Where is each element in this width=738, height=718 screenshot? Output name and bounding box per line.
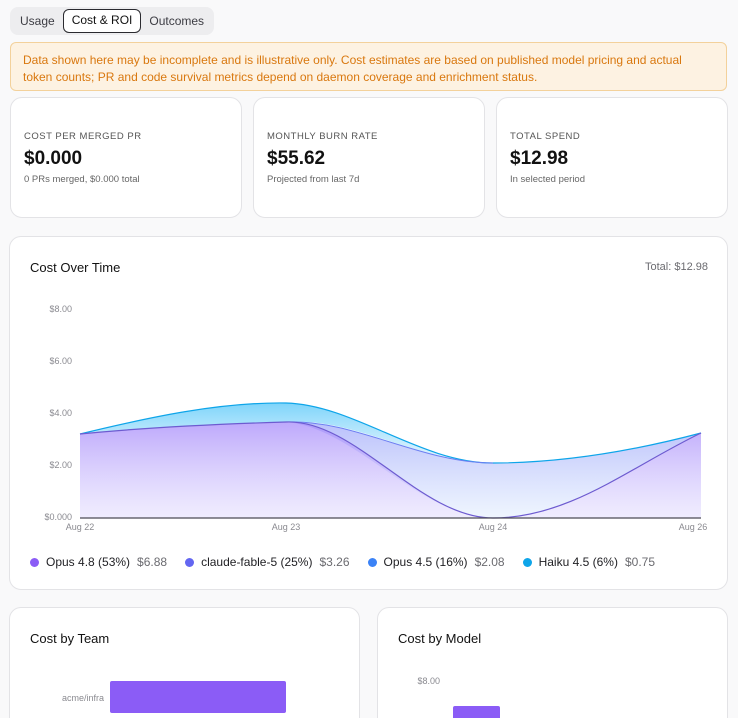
x-tick-label: Aug 26 xyxy=(679,522,708,532)
legend-label: Haiku 4.5 (6%) xyxy=(538,555,618,569)
cost-by-team-card: Cost by Team acme/infra xyxy=(9,607,360,718)
legend-label: Opus 4.8 (53%) xyxy=(46,555,131,569)
y-tick-label: $8.00 xyxy=(49,304,72,314)
y-tick-label: $2.00 xyxy=(49,460,72,470)
legend-value: $3.26 xyxy=(319,555,350,569)
tab-outcomes[interactable]: Outcomes xyxy=(149,14,205,28)
team-bar-chart: acme/infra xyxy=(62,681,286,713)
cost-over-time-card: Cost Over Time Total: $12.98 $8.00 $6.00… xyxy=(9,236,728,590)
legend-dot xyxy=(30,557,39,567)
stat-subtext: Projected from last 7d xyxy=(267,174,360,185)
legend-item-opus-4-5[interactable]: Opus 4.5 (16%) $2.08 xyxy=(367,555,505,569)
card-title: Cost by Team xyxy=(30,631,110,646)
stat-subtext: 0 PRs merged, $0.000 total xyxy=(24,174,140,185)
cost-by-model-card: Cost by Model $8.00 xyxy=(377,607,728,718)
y-tick-label: $4.00 xyxy=(49,408,72,418)
chart-legend: Opus 4.8 (53%) $6.88 claude-fable-5 (25%… xyxy=(30,555,673,569)
x-tick-label: Aug 24 xyxy=(479,522,508,532)
stat-label: TOTAL SPEND xyxy=(510,131,581,142)
card-title: Cost by Model xyxy=(398,631,482,646)
legend-item-opus-4-8[interactable]: Opus 4.8 (53%) $6.88 xyxy=(30,555,167,569)
stat-label: COST PER MERGED PR xyxy=(24,131,142,142)
y-tick-label: $6.00 xyxy=(49,356,72,366)
series-area-opus-4-8 xyxy=(80,421,701,518)
model-bar-chart: $8.00 xyxy=(417,676,500,718)
team-label: acme/infra xyxy=(62,693,104,703)
stat-card-total-spend: TOTAL SPEND $12.98 In selected period xyxy=(496,97,728,218)
stat-label: MONTHLY BURN RATE xyxy=(267,131,378,142)
stat-value: $0.000 xyxy=(24,148,83,169)
illustrative-data-notice: Data shown here may be incomplete and is… xyxy=(10,42,727,91)
legend-dot xyxy=(522,557,532,567)
x-tick-label: Aug 23 xyxy=(272,522,301,532)
stat-subtext: In selected period xyxy=(510,174,585,185)
legend-value: $0.75 xyxy=(624,555,655,569)
y-tick-label: $8.00 xyxy=(417,676,440,686)
x-tick-label: Aug 22 xyxy=(66,522,95,532)
legend-item-haiku-4-5[interactable]: Haiku 4.5 (6%) $0.75 xyxy=(522,555,655,569)
legend-dot xyxy=(185,557,195,567)
legend-label: Opus 4.5 (16%) xyxy=(383,555,468,569)
stat-card-cost-per-pr: COST PER MERGED PR $0.000 0 PRs merged, … xyxy=(10,97,242,218)
legend-label: claude-fable-5 (25%) xyxy=(201,555,313,569)
card-title: Cost Over Time xyxy=(30,260,121,275)
tab-usage[interactable]: Usage xyxy=(20,14,55,28)
series-line-opus-4-5 xyxy=(285,421,494,464)
stat-card-burn-rate: MONTHLY BURN RATE $55.62 Projected from … xyxy=(253,97,485,218)
cost-area-chart: $8.00 $6.00 $4.00 $2.00 $0.000 Aug 22 Au… xyxy=(44,304,708,532)
legend-dot xyxy=(367,557,377,567)
tab-cost-roi[interactable]: Cost & ROI xyxy=(62,9,142,33)
legend-value: $6.88 xyxy=(137,555,168,569)
series-area-haiku xyxy=(80,402,701,463)
y-tick-label: $0.000 xyxy=(44,512,72,522)
view-tabs: Usage Cost & ROI Outcomes xyxy=(10,7,215,35)
legend-item-claude-fable-5[interactable]: claude-fable-5 (25%) $3.26 xyxy=(185,555,350,569)
series-line-opus-4-8 xyxy=(79,421,702,519)
stat-value: $12.98 xyxy=(510,148,569,169)
legend-value: $2.08 xyxy=(474,555,505,569)
stat-value: $55.62 xyxy=(267,148,326,169)
model-bar[interactable] xyxy=(453,706,500,718)
total-cost: Total: $12.98 xyxy=(645,261,708,273)
team-bar[interactable] xyxy=(110,681,286,713)
series-line-haiku xyxy=(79,402,702,464)
